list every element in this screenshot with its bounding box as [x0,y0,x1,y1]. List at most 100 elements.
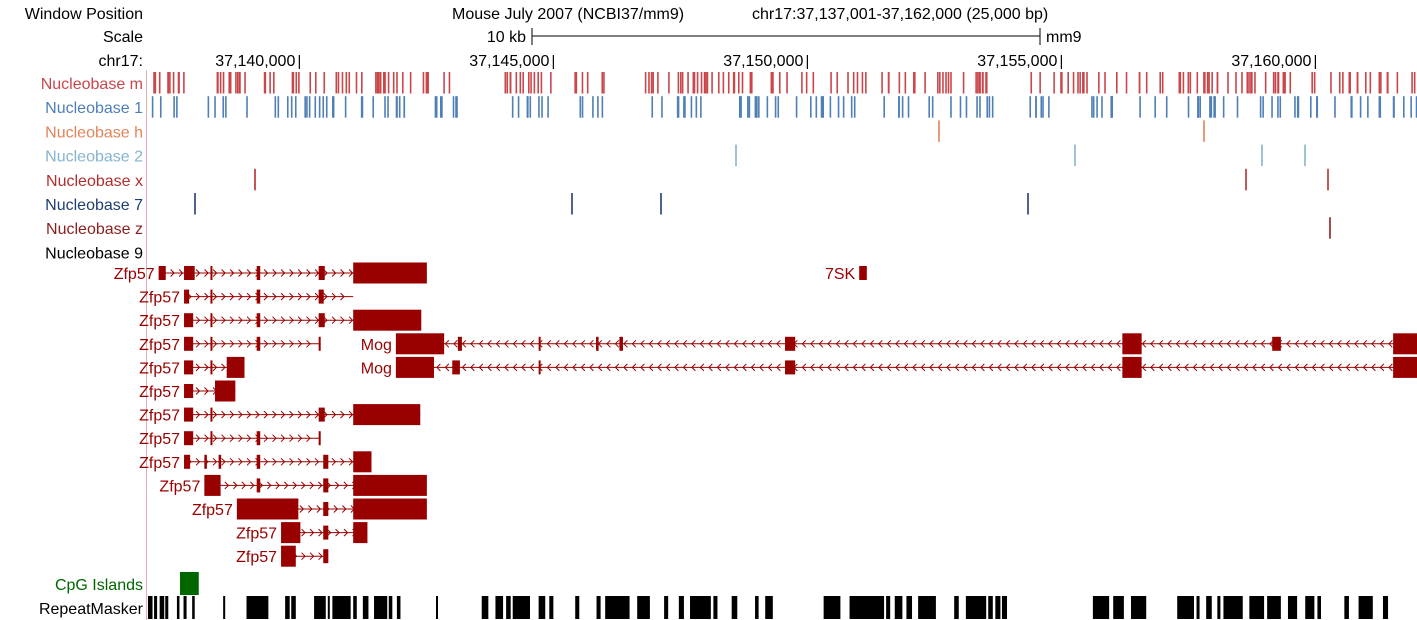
repeat-block[interactable] [1317,596,1321,619]
gene-label[interactable]: Zfp57 [139,290,180,307]
repeat-block[interactable] [388,596,393,619]
repeat-block[interactable] [327,596,330,619]
gene-model[interactable]: Mog [361,356,1417,378]
gene-label[interactable]: Zfp57 [139,384,180,401]
repeat-block[interactable] [678,596,684,619]
repeat-block[interactable] [755,596,759,619]
gene-label[interactable]: Zfp57 [114,266,155,283]
strand-chevron [852,339,858,348]
repeat-block[interactable] [988,596,993,619]
gene-label[interactable]: Zfp57 [139,431,180,448]
strand-chevron [1039,339,1045,348]
repeat-block[interactable] [1130,596,1147,619]
repeat-block[interactable] [285,596,290,619]
repeat-block[interactable] [549,596,554,619]
repeat-block[interactable] [147,596,153,619]
gene-label[interactable]: Zfp57 [236,549,277,566]
gene-label[interactable]: Mog [361,360,392,377]
repeat-block[interactable] [918,596,936,619]
repeat-block[interactable] [605,596,630,619]
repeat-block[interactable] [506,596,511,619]
repeat-block[interactable] [512,596,530,619]
repeat-block[interactable] [314,596,326,619]
repeat-block[interactable] [495,596,504,619]
repeat-block[interactable] [538,596,546,619]
gene-model[interactable]: Zfp57 [139,431,321,448]
repeat-block[interactable] [481,596,489,619]
repeat-block[interactable] [823,596,841,619]
repeat-block[interactable] [165,596,169,619]
gene-label[interactable]: Zfp57 [139,408,180,425]
repeat-block[interactable] [954,596,959,619]
gene-model[interactable]: Zfp57 [139,451,372,473]
repeat-block[interactable] [396,596,401,619]
gene-model[interactable]: Zfp57 [139,289,354,307]
gene-model[interactable]: Zfp57 [159,474,427,496]
repeat-block[interactable] [765,596,773,619]
repeat-block[interactable] [223,596,226,619]
gene-model[interactable]: Zfp57 [139,336,321,354]
repeat-block[interactable] [1267,596,1281,619]
repeat-block[interactable] [362,596,369,619]
repeat-block[interactable] [1177,596,1194,619]
repeat-block[interactable] [374,596,388,619]
repeat-block[interactable] [664,596,669,619]
repeat-block[interactable] [965,596,987,619]
repeat-block[interactable] [353,596,357,619]
repeat-block[interactable] [1305,596,1315,619]
repeat-block[interactable] [894,596,903,619]
repeat-block[interactable] [849,596,885,619]
repeat-block[interactable] [246,596,269,619]
repeat-block[interactable] [159,596,165,619]
repeat-block[interactable] [154,596,158,619]
gene-model[interactable]: Mog [361,333,1417,355]
gene-label[interactable]: Zfp57 [236,526,277,543]
gene-model[interactable]: 7SK [825,266,867,283]
gene-model[interactable]: Zfp57 [139,356,245,378]
repeat-block[interactable] [332,596,351,619]
gene-label[interactable]: Zfp57 [139,313,180,330]
repeat-block[interactable] [192,596,195,619]
repeat-block[interactable] [1206,596,1212,619]
gene-label[interactable]: Zfp57 [139,337,180,354]
gene-label[interactable]: Zfp57 [139,455,180,472]
repeat-block[interactable] [1382,596,1389,619]
repeat-block[interactable] [1358,596,1373,619]
gene-label[interactable]: Zfp57 [159,478,200,495]
repeat-block[interactable] [713,596,718,619]
gene-label[interactable]: Zfp57 [139,360,180,377]
repeat-block[interactable] [575,596,580,619]
gene-label[interactable]: Mog [361,337,392,354]
gene-label[interactable]: Zfp57 [192,502,233,519]
gene-model[interactable]: Zfp57 [192,498,427,520]
repeat-block[interactable] [690,596,711,619]
gene-model[interactable]: Zfp57 [236,545,329,567]
repeat-block[interactable] [1092,596,1110,619]
gene-label[interactable]: 7SK [825,266,856,283]
repeat-block[interactable] [1344,596,1349,619]
cpg-island-block[interactable] [179,572,199,595]
repeat-block[interactable] [176,596,180,619]
gene-model[interactable]: Zfp57 [139,380,236,402]
strand-chevron [348,410,354,419]
repeat-block[interactable] [995,596,1001,619]
gene-model[interactable]: Zfp57 [114,262,427,284]
repeat-block[interactable] [731,596,738,619]
repeat-block[interactable] [436,596,439,619]
gene-model[interactable]: Zfp57 [139,309,422,331]
repeat-block[interactable] [637,596,650,619]
repeat-block[interactable] [1113,596,1124,619]
repeat-block[interactable] [886,596,891,619]
repeat-block[interactable] [1249,596,1265,619]
repeat-block[interactable] [291,596,296,619]
repeat-block[interactable] [183,596,187,619]
repeat-block[interactable] [1217,596,1221,619]
repeat-block[interactable] [1223,596,1243,619]
repeat-block[interactable] [1001,596,1008,619]
gene-model[interactable]: Zfp57 [236,522,368,544]
repeat-block[interactable] [1287,596,1298,619]
repeat-block[interactable] [1196,596,1200,619]
repeat-block[interactable] [596,596,601,619]
repeat-block[interactable] [906,596,913,619]
gene-model[interactable]: Zfp57 [139,404,421,426]
